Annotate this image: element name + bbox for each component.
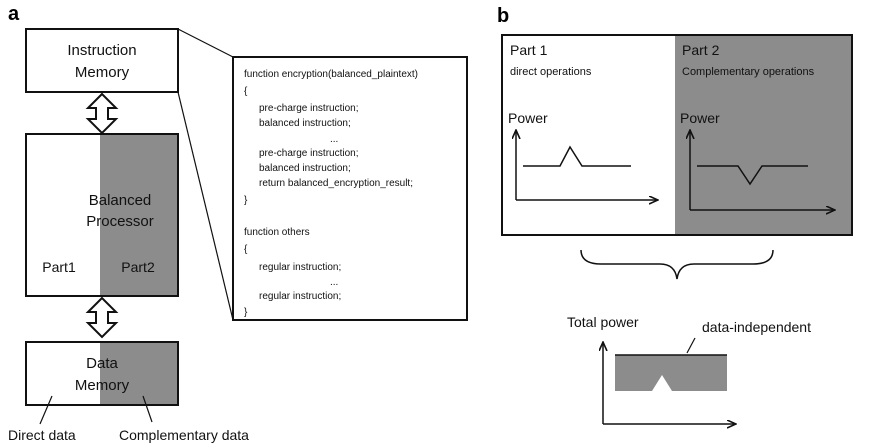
processor-line1: Balanced	[89, 192, 152, 209]
code-line: {	[244, 86, 248, 97]
code-lines: function encryption(balanced_plaintext) {…	[244, 69, 418, 318]
data-independent-pointer	[686, 337, 696, 354]
panel-a-letter: a	[8, 3, 20, 25]
instruction-memory-line1: Instruction	[67, 42, 136, 59]
total-power-band	[615, 355, 727, 391]
processor-part1-label: Part1	[42, 259, 76, 275]
code-line: balanced instruction;	[259, 118, 351, 129]
part2-power-trace	[697, 165, 808, 186]
code-line: ...	[330, 134, 338, 145]
direct-data-pointer	[39, 395, 53, 425]
total-power-plot	[603, 343, 735, 424]
code-line: }	[244, 307, 248, 318]
instruction-memory-line2: Memory	[75, 64, 130, 81]
code-line: regular instruction;	[259, 262, 341, 273]
direct-data-label: Direct data	[8, 427, 76, 443]
processor-line2: Processor	[86, 213, 154, 230]
part1-title: Part 1	[510, 42, 548, 58]
total-power-label: Total power	[567, 314, 639, 330]
code-line: pre-charge instruction;	[259, 148, 359, 159]
double-arrow-instruction-processor	[85, 92, 119, 135]
code-line: function encryption(balanced_plaintext)	[244, 69, 418, 80]
part1-power-trace	[523, 145, 631, 167]
total-power-peak	[652, 375, 672, 391]
code-line: regular instruction;	[259, 291, 341, 302]
complementary-data-pointer	[142, 395, 153, 423]
code-line: function others	[244, 227, 310, 238]
double-arrow-processor-data	[85, 296, 119, 339]
code-line: {	[244, 244, 248, 255]
code-line: balanced instruction;	[259, 163, 351, 174]
part2-title: Part 2	[682, 42, 720, 58]
complementary-data-label: Complementary data	[119, 427, 249, 443]
code-line: return balanced_encryption_result;	[259, 178, 413, 189]
balanced-processor-box: Balanced Processor Part1 Part2	[25, 133, 179, 297]
parts-box	[501, 34, 853, 236]
combine-brace	[580, 249, 774, 280]
part1-axis-label: Power	[508, 110, 548, 126]
part1-subtitle: direct operations	[510, 66, 592, 78]
code-line: ...	[330, 277, 338, 288]
processor-part2-label: Part2	[121, 259, 155, 275]
code-line: }	[244, 195, 248, 206]
code-line: pre-charge instruction;	[259, 103, 359, 114]
part2-power-plot	[690, 131, 834, 210]
part2-subtitle: Complementary operations	[682, 66, 815, 78]
part1-power-plot	[516, 131, 657, 200]
part2-axis-label: Power	[680, 110, 720, 126]
code-box: function encryption(balanced_plaintext) {…	[232, 56, 468, 321]
data-memory-box: Data Memory	[25, 341, 179, 406]
zoom-line-top	[177, 28, 234, 58]
zoom-line-bottom	[177, 91, 234, 321]
data-memory-line2: Memory	[75, 377, 130, 394]
panel-b-letter: b	[497, 5, 509, 27]
instruction-memory-box: Instruction Memory	[25, 28, 179, 93]
data-independent-label: data-independent	[702, 319, 811, 335]
data-memory-line1: Data	[86, 355, 118, 372]
